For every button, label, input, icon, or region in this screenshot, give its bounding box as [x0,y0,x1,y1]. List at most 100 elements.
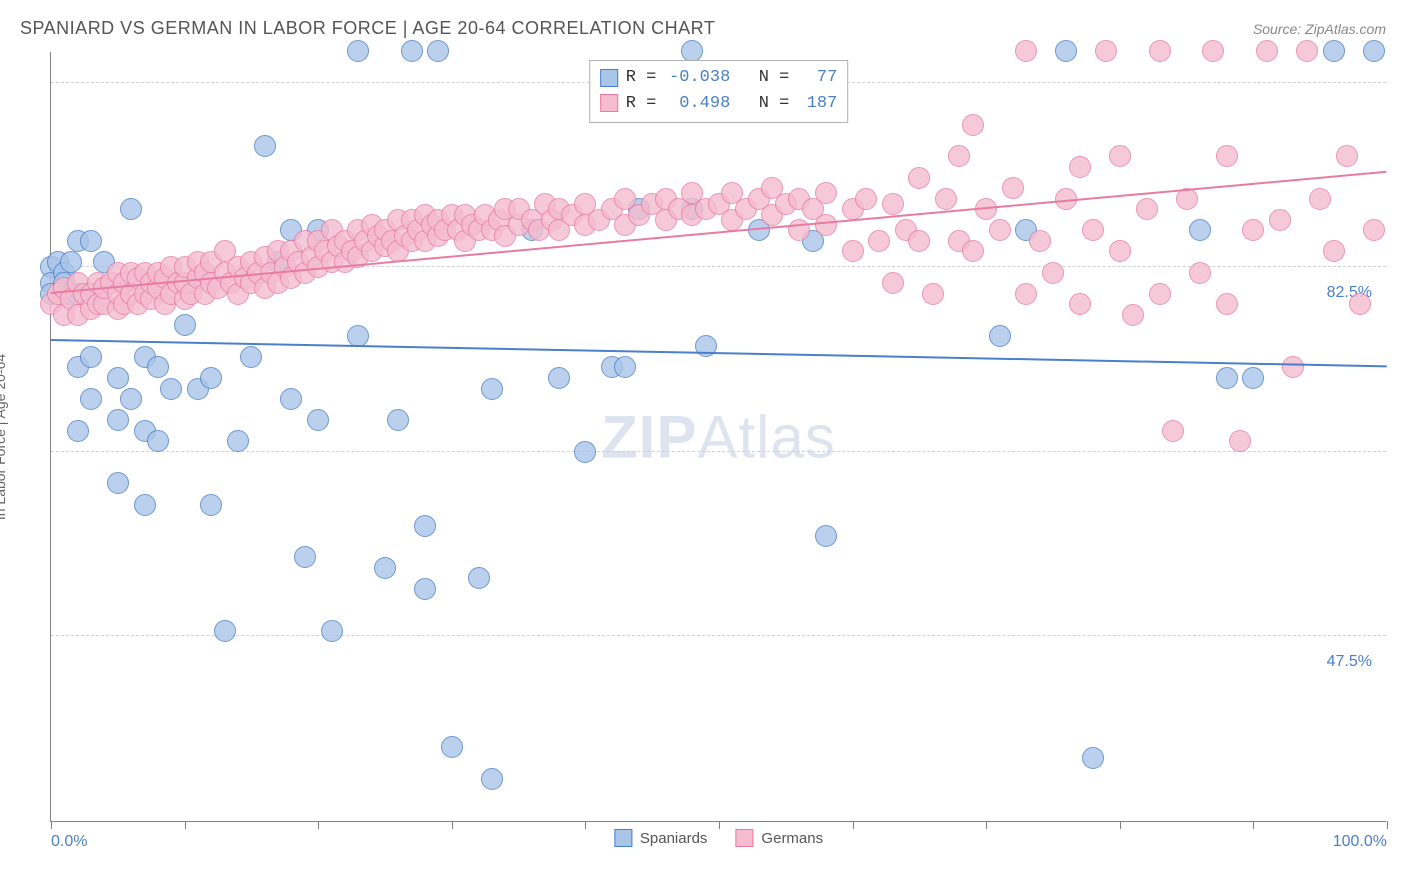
data-point [347,40,369,62]
data-point [200,367,222,389]
x-tick [719,821,720,829]
trend-line [51,170,1387,293]
legend-label: Germans [761,830,823,847]
data-point [1082,219,1104,241]
data-point [1162,420,1184,442]
data-point [1149,283,1171,305]
data-point [1189,219,1211,241]
data-point [1069,293,1091,315]
data-point [614,356,636,378]
data-point [1122,304,1144,326]
legend-label: Spaniards [640,830,708,847]
data-point [1042,262,1064,284]
data-point [481,768,503,790]
legend-swatch [614,829,632,847]
gridline [51,635,1386,636]
stat-row: R = -0.038 N = 77 [600,65,838,91]
data-point [1216,293,1238,315]
data-point [1095,40,1117,62]
data-point [962,240,984,262]
title-bar: SPANIARD VS GERMAN IN LABOR FORCE | AGE … [20,18,1386,39]
gridline [51,451,1386,452]
watermark-main: ZIP [601,403,697,470]
legend-swatch [735,829,753,847]
data-point [868,230,890,252]
data-point [1136,198,1158,220]
data-point [815,214,837,236]
data-point [1296,40,1318,62]
x-tick [1120,821,1121,829]
data-point [815,525,837,547]
x-tick [853,821,854,829]
stat-swatch [600,94,618,112]
data-point [107,472,129,494]
data-point [227,430,249,452]
data-point [935,188,957,210]
data-point [80,388,102,410]
data-point [1069,156,1091,178]
data-point [307,409,329,431]
data-point [147,356,169,378]
x-tick [51,821,52,829]
data-point [882,272,904,294]
y-axis-label: In Labor Force | Age 20-64 [0,353,8,519]
data-point [468,567,490,589]
y-tick-label: 47.5% [1327,653,1372,671]
data-point [1082,747,1104,769]
data-point [908,167,930,189]
data-point [948,145,970,167]
data-point [548,367,570,389]
data-point [1189,262,1211,284]
legend-item: Germans [735,829,823,847]
x-tick-label: 100.0% [1333,833,1387,851]
data-point [254,135,276,157]
data-point [147,430,169,452]
stat-n-label: N = [738,65,789,91]
x-tick [1387,821,1388,829]
data-point [1149,40,1171,62]
x-tick [1253,821,1254,829]
data-point [120,198,142,220]
stat-swatch [600,69,618,87]
data-point [107,367,129,389]
stat-r-label: R = [626,91,657,117]
data-point [1323,40,1345,62]
data-point [280,388,302,410]
data-point [414,578,436,600]
data-point [134,494,156,516]
data-point [427,40,449,62]
data-point [1323,240,1345,262]
data-point [989,219,1011,241]
watermark-sub: Atlas [697,403,835,470]
data-point [1363,219,1385,241]
scatter-plot: In Labor Force | Age 20-64 ZIPAtlas 47.5… [50,52,1386,822]
data-point [1202,40,1224,62]
data-point [1256,40,1278,62]
data-point [240,346,262,368]
data-point [1336,145,1358,167]
data-point [574,441,596,463]
data-point [1309,188,1331,210]
x-tick [585,821,586,829]
x-tick [318,821,319,829]
data-point [1363,40,1385,62]
data-point [160,378,182,400]
x-tick [185,821,186,829]
data-point [1109,145,1131,167]
data-point [60,251,82,273]
data-point [67,420,89,442]
data-point [1216,145,1238,167]
x-tick-label: 0.0% [51,833,87,851]
data-point [174,314,196,336]
stat-n-label: N = [738,91,789,117]
data-point [989,325,1011,347]
correlation-stats-box: R = -0.038 N = 77R = 0.498 N = 187 [589,60,849,123]
data-point [922,283,944,305]
watermark: ZIPAtlas [601,402,836,471]
data-point [1029,230,1051,252]
x-tick [986,821,987,829]
data-point [481,378,503,400]
data-point [80,230,102,252]
data-point [815,182,837,204]
data-point [1055,40,1077,62]
